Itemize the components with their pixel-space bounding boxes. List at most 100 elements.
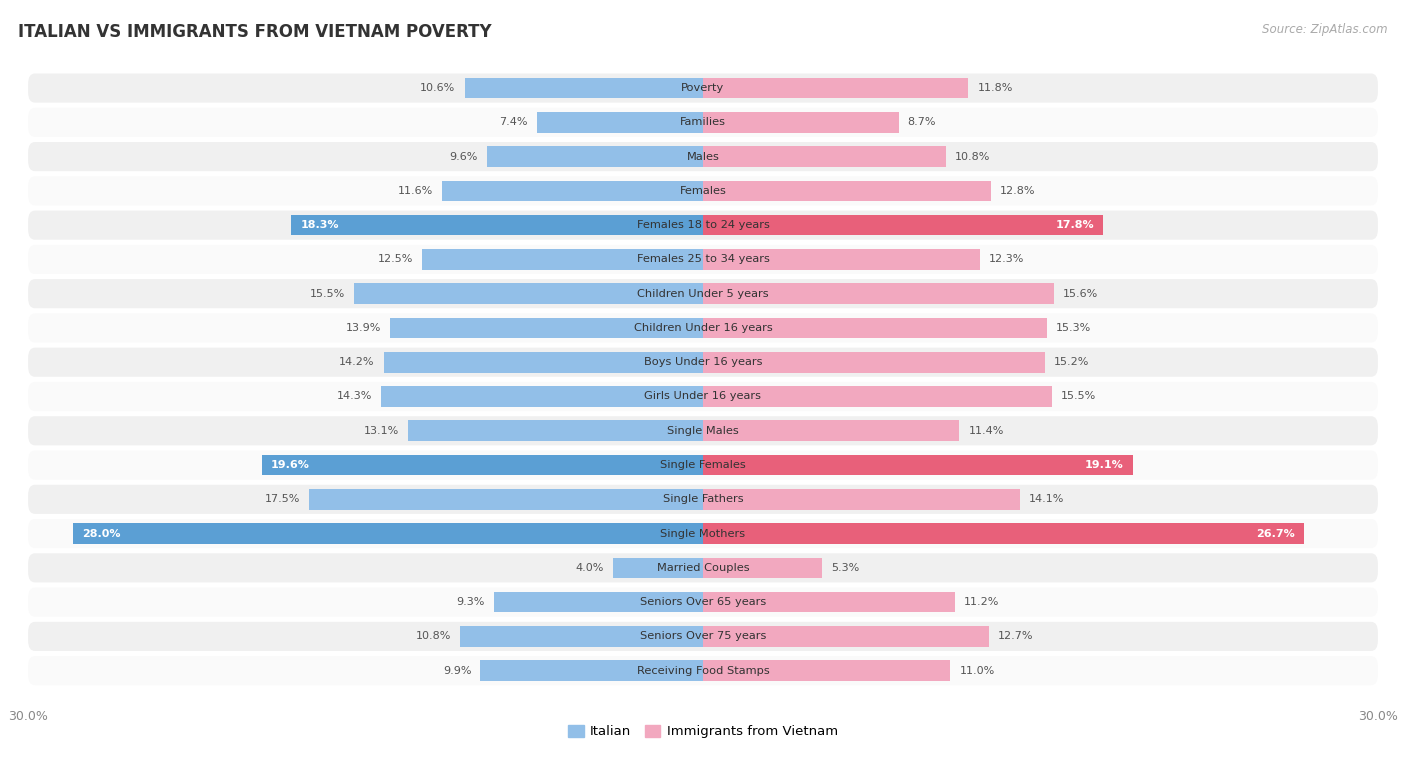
Text: 15.5%: 15.5%	[311, 289, 346, 299]
Text: 12.5%: 12.5%	[377, 255, 413, 265]
Text: 19.1%: 19.1%	[1085, 460, 1123, 470]
Bar	[422, 249, 703, 270]
Bar	[703, 523, 1303, 544]
Text: Source: ZipAtlas.com: Source: ZipAtlas.com	[1263, 23, 1388, 36]
FancyBboxPatch shape	[28, 245, 1378, 274]
Text: Single Males: Single Males	[666, 426, 740, 436]
Text: Females 18 to 24 years: Females 18 to 24 years	[637, 220, 769, 230]
FancyBboxPatch shape	[28, 382, 1378, 411]
Text: 11.8%: 11.8%	[977, 83, 1012, 93]
Text: 17.5%: 17.5%	[264, 494, 301, 504]
Text: 13.1%: 13.1%	[364, 426, 399, 436]
Legend: Italian, Immigrants from Vietnam: Italian, Immigrants from Vietnam	[562, 719, 844, 744]
Bar	[703, 626, 988, 647]
Text: 11.2%: 11.2%	[965, 597, 1000, 607]
Text: 12.7%: 12.7%	[998, 631, 1033, 641]
Bar	[613, 558, 703, 578]
Bar	[441, 180, 703, 201]
FancyBboxPatch shape	[28, 519, 1378, 548]
Text: 5.3%: 5.3%	[831, 563, 859, 573]
FancyBboxPatch shape	[28, 279, 1378, 309]
FancyBboxPatch shape	[28, 142, 1378, 171]
Text: 10.6%: 10.6%	[420, 83, 456, 93]
Bar	[354, 283, 703, 304]
Text: 15.6%: 15.6%	[1063, 289, 1098, 299]
FancyBboxPatch shape	[28, 485, 1378, 514]
Text: 14.2%: 14.2%	[339, 357, 374, 367]
Text: 14.3%: 14.3%	[337, 391, 373, 402]
Text: 11.0%: 11.0%	[959, 666, 994, 675]
Text: 19.6%: 19.6%	[271, 460, 309, 470]
Text: Seniors Over 65 years: Seniors Over 65 years	[640, 597, 766, 607]
Text: 8.7%: 8.7%	[908, 117, 936, 127]
Bar	[703, 78, 969, 99]
Text: Boys Under 16 years: Boys Under 16 years	[644, 357, 762, 367]
Text: Single Females: Single Females	[661, 460, 745, 470]
Text: Single Mothers: Single Mothers	[661, 528, 745, 539]
FancyBboxPatch shape	[28, 348, 1378, 377]
Bar	[262, 455, 703, 475]
Text: 26.7%: 26.7%	[1256, 528, 1295, 539]
Text: 9.9%: 9.9%	[443, 666, 471, 675]
FancyBboxPatch shape	[28, 74, 1378, 102]
Text: Receiving Food Stamps: Receiving Food Stamps	[637, 666, 769, 675]
FancyBboxPatch shape	[28, 587, 1378, 617]
Bar	[486, 146, 703, 167]
Text: Seniors Over 75 years: Seniors Over 75 years	[640, 631, 766, 641]
Text: Children Under 16 years: Children Under 16 years	[634, 323, 772, 333]
Text: 4.0%: 4.0%	[575, 563, 605, 573]
FancyBboxPatch shape	[28, 313, 1378, 343]
Bar	[391, 318, 703, 338]
Text: 11.6%: 11.6%	[398, 186, 433, 196]
Text: Poverty: Poverty	[682, 83, 724, 93]
Text: 10.8%: 10.8%	[955, 152, 990, 161]
Bar	[703, 387, 1052, 407]
FancyBboxPatch shape	[28, 450, 1378, 480]
Text: Families: Families	[681, 117, 725, 127]
Bar	[384, 352, 703, 372]
FancyBboxPatch shape	[28, 177, 1378, 205]
Text: 11.4%: 11.4%	[969, 426, 1004, 436]
Bar	[703, 146, 946, 167]
Bar	[703, 455, 1133, 475]
Text: 7.4%: 7.4%	[499, 117, 527, 127]
Bar	[703, 215, 1104, 236]
FancyBboxPatch shape	[28, 656, 1378, 685]
Text: 9.3%: 9.3%	[457, 597, 485, 607]
Bar	[494, 592, 703, 612]
Bar	[703, 660, 950, 681]
Bar	[408, 421, 703, 441]
Text: 15.5%: 15.5%	[1060, 391, 1095, 402]
Bar	[703, 489, 1021, 509]
Bar	[703, 112, 898, 133]
Bar	[703, 180, 991, 201]
Bar	[703, 249, 980, 270]
Text: 17.8%: 17.8%	[1056, 220, 1094, 230]
FancyBboxPatch shape	[28, 108, 1378, 137]
Text: Children Under 5 years: Children Under 5 years	[637, 289, 769, 299]
Bar	[381, 387, 703, 407]
Bar	[460, 626, 703, 647]
Bar	[291, 215, 703, 236]
Text: 12.8%: 12.8%	[1000, 186, 1035, 196]
Bar	[481, 660, 703, 681]
Text: 15.2%: 15.2%	[1054, 357, 1090, 367]
Text: 15.3%: 15.3%	[1056, 323, 1091, 333]
Text: Girls Under 16 years: Girls Under 16 years	[644, 391, 762, 402]
Text: Married Couples: Married Couples	[657, 563, 749, 573]
Bar	[73, 523, 703, 544]
Text: 13.9%: 13.9%	[346, 323, 381, 333]
FancyBboxPatch shape	[28, 553, 1378, 582]
Text: ITALIAN VS IMMIGRANTS FROM VIETNAM POVERTY: ITALIAN VS IMMIGRANTS FROM VIETNAM POVER…	[18, 23, 492, 41]
Bar	[464, 78, 703, 99]
Bar	[537, 112, 703, 133]
Bar	[703, 558, 823, 578]
FancyBboxPatch shape	[28, 211, 1378, 240]
FancyBboxPatch shape	[28, 622, 1378, 651]
Bar	[703, 283, 1054, 304]
Bar	[309, 489, 703, 509]
Text: Females 25 to 34 years: Females 25 to 34 years	[637, 255, 769, 265]
Text: 14.1%: 14.1%	[1029, 494, 1064, 504]
Text: 28.0%: 28.0%	[82, 528, 121, 539]
Bar	[703, 352, 1045, 372]
